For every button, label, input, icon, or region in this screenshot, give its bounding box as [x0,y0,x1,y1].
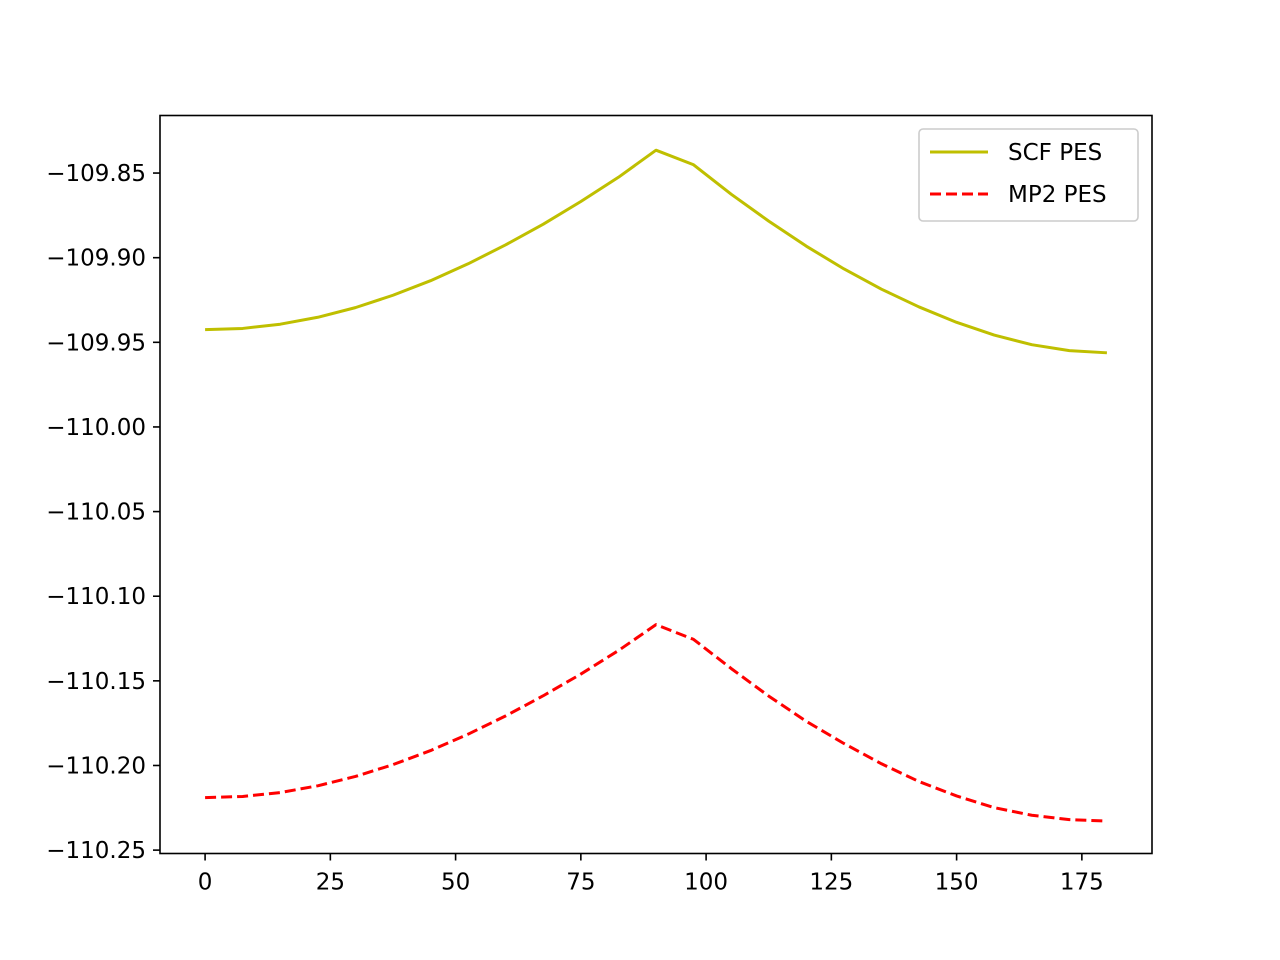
x-tick-label: 0 [198,870,213,896]
x-tick-label: 150 [935,870,979,896]
x-axis: 0 25 50 75 100 125 150 175 [198,853,1104,896]
series-layer [205,148,1107,823]
y-tick-label: −110.00 [46,415,146,441]
plot-frame [159,114,1153,855]
y-tick-label: −110.10 [46,584,146,610]
x-tick-label: 175 [1060,870,1104,896]
x-tick-label: 75 [566,870,595,896]
x-tick-label: 25 [316,870,345,896]
y-tick-label: −110.25 [46,838,146,864]
series-line-1 [205,148,1107,355]
legend-label-1: SCF PES [1008,140,1102,166]
legend: SCF PES MP2 PES [918,128,1139,222]
x-tick-label: 100 [684,870,728,896]
x-tick-label: 125 [809,870,853,896]
y-tick-label: −109.95 [46,330,146,356]
y-tick-label: −110.15 [46,669,146,695]
legend-label-2: MP2 PES [1008,182,1107,208]
y-tick-label: −109.85 [46,161,146,187]
plot-area [160,115,1152,854]
y-tick-label: −110.05 [46,500,146,526]
y-tick-label: −110.20 [46,753,146,779]
y-tick-label: −109.90 [46,246,146,272]
x-tick-label: 50 [441,870,470,896]
y-axis: −109.85 −109.90 −109.95 −110.00 −110.05 −110.… [46,161,160,864]
series-line-2 [205,623,1107,823]
